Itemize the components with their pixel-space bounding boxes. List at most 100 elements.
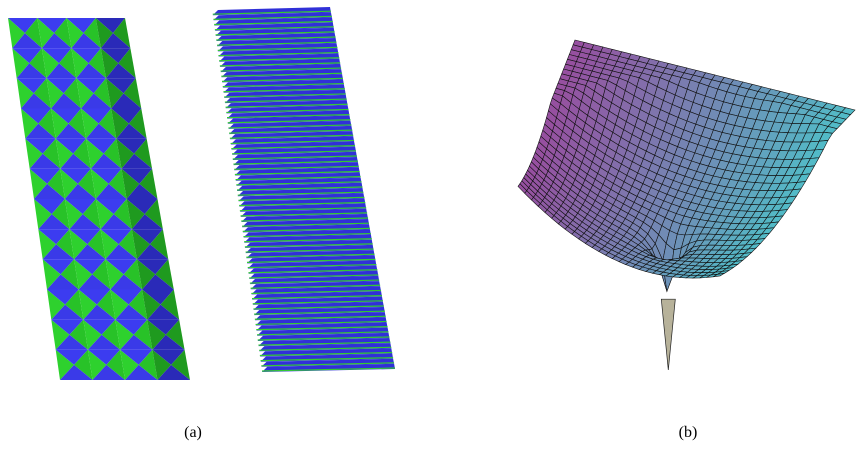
facet: [42, 138, 61, 169]
rib-edge: [212, 10, 331, 15]
facet: [47, 289, 66, 320]
facet: [98, 108, 117, 139]
rib-edge: [247, 263, 377, 269]
facet: [111, 108, 129, 139]
facet: [42, 244, 75, 260]
rib-edge: [238, 196, 365, 201]
facet: [106, 78, 124, 109]
rib-edge: [236, 181, 362, 186]
rib-edge: [244, 243, 373, 248]
mesh-cell: [713, 273, 725, 278]
facet: [133, 319, 153, 350]
rib-edge: [253, 305, 384, 310]
rib-edge: [214, 20, 333, 26]
facet: [66, 18, 84, 49]
facet: [83, 319, 116, 335]
facet: [160, 289, 180, 320]
facet: [81, 108, 99, 139]
facet: [86, 138, 104, 169]
rib-edge: [227, 119, 351, 124]
rib-edge: [216, 36, 336, 41]
facet: [105, 259, 124, 290]
facet: [100, 48, 131, 64]
facet: [69, 319, 88, 350]
facet: [55, 123, 86, 139]
rib-edge: [252, 300, 383, 305]
facet: [121, 168, 140, 199]
facet: [42, 259, 61, 290]
facet: [111, 108, 142, 124]
facet: [55, 334, 88, 350]
facet: [131, 214, 163, 230]
facet: [65, 289, 84, 320]
facet: [152, 349, 185, 365]
facet: [60, 259, 79, 290]
spike: [660, 298, 676, 371]
facet: [77, 168, 96, 199]
facet: [76, 78, 106, 94]
facet: [71, 33, 101, 49]
facet: [100, 48, 119, 79]
facet: [83, 319, 102, 350]
facet: [34, 199, 65, 215]
facet: [125, 364, 158, 380]
facet: [115, 319, 148, 335]
facet: [139, 168, 158, 199]
facet: [55, 349, 74, 380]
rib-edge: [251, 289, 382, 295]
rib-edge: [230, 139, 355, 145]
facet: [136, 259, 156, 290]
facet: [90, 153, 122, 169]
rib-edge: [256, 326, 388, 331]
facet: [100, 33, 131, 49]
rib-edge: [226, 108, 349, 114]
facet: [60, 168, 78, 199]
facet: [55, 349, 88, 365]
rib-edge: [259, 346, 392, 351]
facet: [46, 78, 77, 94]
rib-edge: [231, 150, 357, 155]
facet: [152, 334, 185, 350]
facet: [64, 183, 96, 199]
rib-edge: [221, 72, 343, 77]
facet: [37, 18, 55, 49]
facet: [92, 364, 125, 380]
facet: [12, 33, 42, 49]
facet: [126, 199, 145, 230]
facet: [100, 229, 119, 260]
rib-edge: [256, 331, 389, 336]
facet: [78, 274, 111, 290]
rib-edge: [232, 155, 357, 160]
facet: [128, 289, 148, 320]
facet: [165, 319, 185, 350]
facet: [120, 349, 139, 380]
rib-edge: [229, 129, 353, 134]
facet: [71, 48, 89, 79]
facet: [110, 289, 129, 320]
facet: [60, 168, 91, 184]
facet: [118, 48, 136, 79]
facet: [29, 153, 61, 169]
facet: [120, 334, 153, 350]
rib-edge: [234, 165, 359, 170]
facet: [59, 48, 77, 79]
rib-edge: [254, 310, 385, 315]
facet: [106, 78, 136, 94]
rib-edge: [224, 93, 346, 98]
facet: [21, 93, 52, 109]
rib-edge: [220, 67, 342, 72]
rib-edge: [242, 227, 370, 232]
facet: [120, 349, 153, 365]
facet: [103, 138, 122, 169]
facet: [90, 168, 109, 199]
rib-edge: [261, 362, 395, 367]
facet: [74, 259, 93, 290]
facet: [51, 108, 82, 124]
facet: [157, 364, 190, 380]
facet: [131, 229, 163, 245]
facet: [123, 78, 142, 109]
facet: [81, 108, 112, 124]
facet: [46, 78, 64, 109]
rib-edge: [241, 222, 370, 227]
facet: [134, 138, 153, 169]
